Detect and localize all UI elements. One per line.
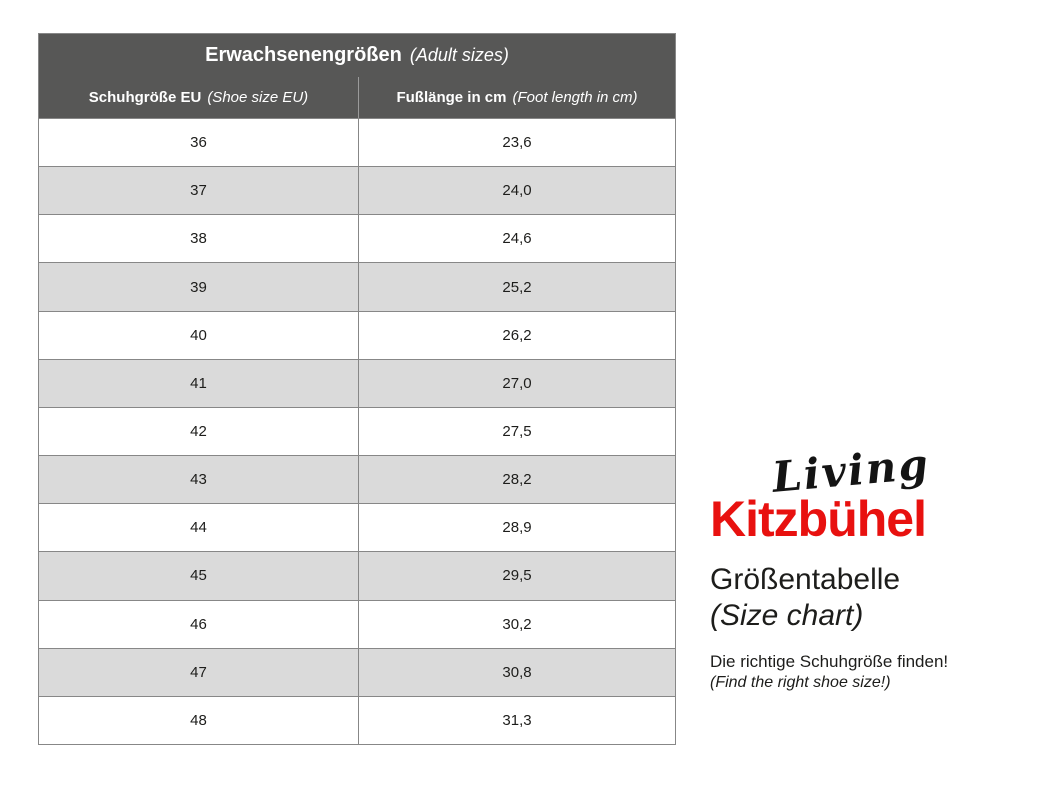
caption-title-translation: (Size chart) <box>710 599 864 632</box>
table-row: 45 29,5 <box>39 551 675 600</box>
table-row: 46 30,2 <box>39 599 675 648</box>
cell-size-eu: 42 <box>39 407 359 456</box>
table-row: 36 23,6 <box>39 118 675 167</box>
table-row: 41 27,0 <box>39 358 675 407</box>
table-body: 36 23,6 37 24,0 38 24,6 39 25,2 40 26,2 41 27,0 42 27… <box>39 118 675 745</box>
column-header-label: Fußlänge in cm <box>396 89 507 106</box>
cell-foot-length-cm: 27,5 <box>502 423 532 441</box>
cell-size-eu: 47 <box>39 648 359 696</box>
cell-size-eu: 36 <box>39 119 359 167</box>
table-row: 37 24,0 <box>39 166 675 215</box>
cell-foot-length-cm: 24,6 <box>502 230 532 248</box>
table-header-row: Schuhgröße EU (Shoe size EU) Fußlänge in… <box>39 77 675 118</box>
cell-size-eu: 44 <box>39 504 359 552</box>
cell-size-eu: 40 <box>39 311 359 359</box>
cell-foot-length-cm: 24,0 <box>502 182 532 200</box>
column-header-shoe-size-eu: Schuhgröße EU (Shoe size EU) <box>39 77 359 118</box>
brand-logo: Living Kitzbühel <box>710 439 1030 562</box>
cell-size-eu: 41 <box>39 359 359 407</box>
cell-size-eu: 45 <box>39 552 359 600</box>
caption-title: Größentabelle <box>710 563 901 596</box>
column-header-label-translation: (Shoe size EU) <box>207 89 309 106</box>
table-row: 44 28,9 <box>39 503 675 552</box>
cell-foot-length-cm: 23,6 <box>502 134 532 152</box>
table-row: 47 30,8 <box>39 647 675 696</box>
table-row: 39 25,2 <box>39 262 675 311</box>
table-row: 38 24,6 <box>39 214 675 263</box>
cell-size-eu: 39 <box>39 263 359 311</box>
cell-foot-length-cm: 30,8 <box>502 663 532 681</box>
caption-subtitle-translation: (Find the right shoe size!) <box>710 674 891 691</box>
table-title-row: Erwachsenengrößen (Adult sizes) <box>39 34 675 77</box>
caption-subtitle: Die richtige Schuhgröße finden! <box>710 652 949 671</box>
brand-logo-name: Kitzbühel <box>710 491 927 547</box>
brand-panel: Living Kitzbühel Größentabelle (Size cha… <box>710 439 1030 693</box>
table-title-translation: (Adult sizes) <box>409 45 509 65</box>
cell-foot-length-cm: 29,5 <box>502 567 532 585</box>
column-header-label: Schuhgröße EU <box>88 89 202 106</box>
table-title: Erwachsenengrößen <box>205 44 402 66</box>
caption-subtitle-block: Die richtige Schuhgröße finden! (Find th… <box>710 651 1030 693</box>
cell-foot-length-cm: 26,2 <box>502 326 532 344</box>
cell-foot-length-cm: 25,2 <box>502 278 532 296</box>
cell-foot-length-cm: 27,0 <box>502 374 532 392</box>
table-row: 43 28,2 <box>39 455 675 504</box>
cell-foot-length-cm: 31,3 <box>502 711 532 729</box>
table-row: 42 27,5 <box>39 406 675 456</box>
cell-size-eu: 43 <box>39 456 359 504</box>
cell-size-eu: 37 <box>39 167 359 215</box>
table-row: 40 26,2 <box>39 310 675 359</box>
cell-foot-length-cm: 28,2 <box>502 471 532 489</box>
cell-foot-length-cm: 30,2 <box>502 615 532 633</box>
column-header-foot-length-cm: Fußlänge in cm (Foot length in cm) <box>359 77 675 118</box>
column-header-label-translation: (Foot length in cm) <box>512 89 638 106</box>
cell-size-eu: 48 <box>39 696 359 745</box>
size-chart-table: Erwachsenengrößen (Adult sizes) Schuhgrö… <box>38 33 676 745</box>
cell-size-eu: 46 <box>39 600 359 648</box>
cell-size-eu: 38 <box>39 215 359 263</box>
cell-foot-length-cm: 28,9 <box>502 519 532 537</box>
table-row: 48 31,3 <box>39 695 675 745</box>
